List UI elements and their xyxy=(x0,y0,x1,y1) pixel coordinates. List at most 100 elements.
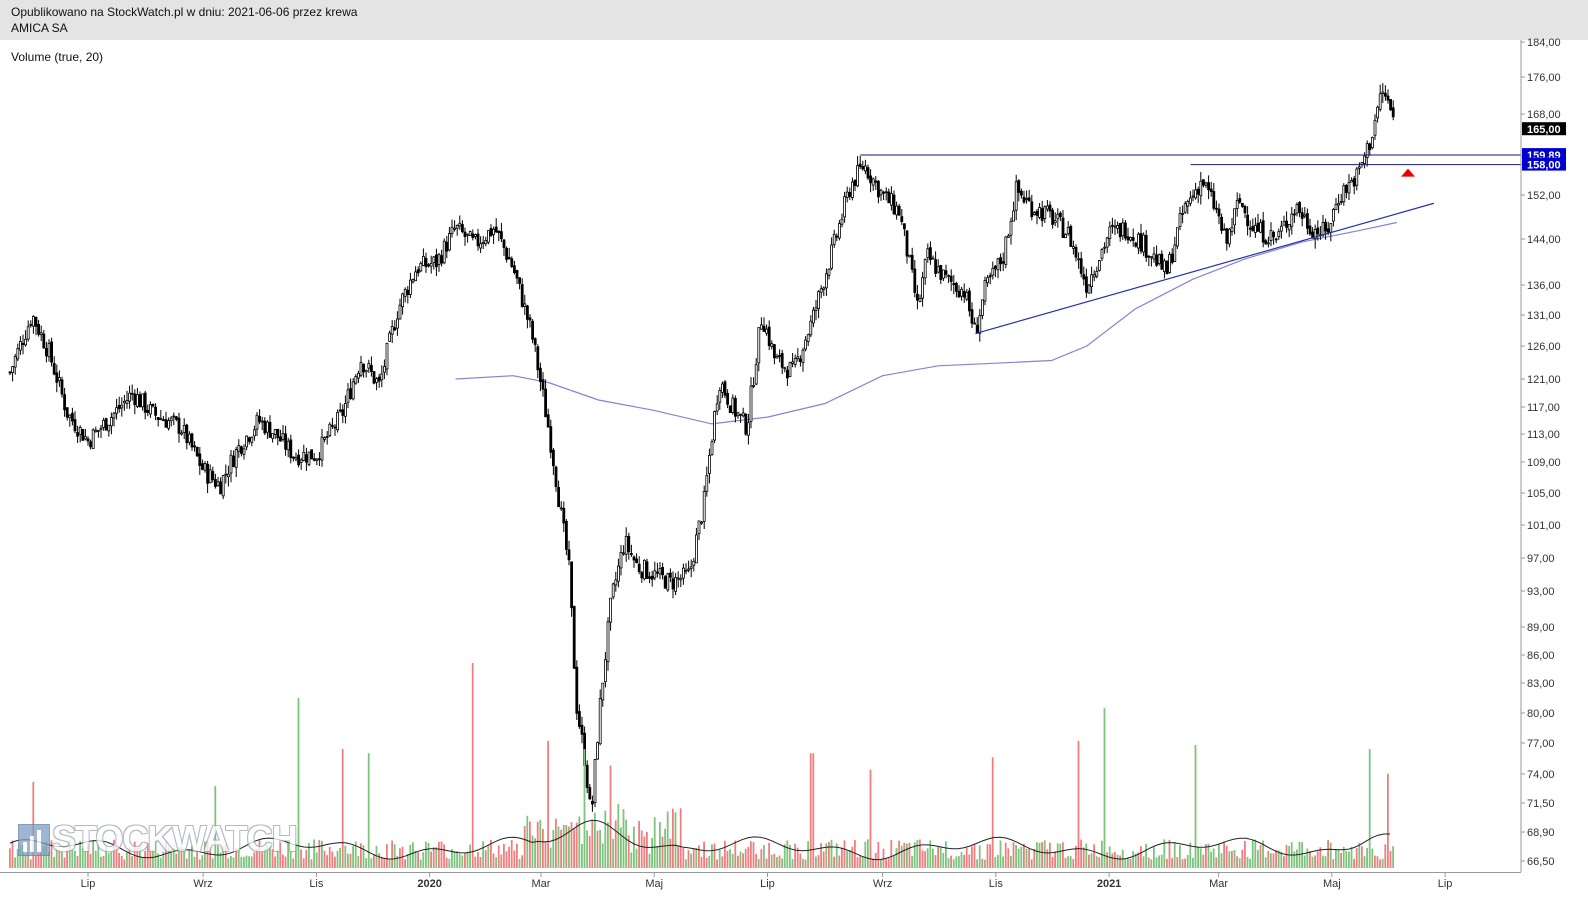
candlestick xyxy=(354,374,358,385)
volume-bar xyxy=(297,697,300,869)
candlestick xyxy=(1147,255,1151,267)
candle-body xyxy=(1064,233,1067,239)
candlestick xyxy=(822,286,826,297)
price-axis-label: 101,00 xyxy=(1527,520,1561,532)
volume-bar xyxy=(458,853,461,868)
volume-bar xyxy=(698,845,700,868)
price-axis-label: 97,00 xyxy=(1527,553,1555,565)
volume-bar xyxy=(149,849,152,868)
volume-bar xyxy=(287,843,289,868)
candlestick xyxy=(858,155,862,170)
candle-body xyxy=(1046,205,1049,210)
candlestick xyxy=(944,264,948,279)
volume-bar xyxy=(513,850,516,868)
price-tag-background xyxy=(1522,122,1566,136)
candlestick xyxy=(216,477,220,487)
candle-body xyxy=(161,419,165,422)
candlestick xyxy=(1077,252,1080,269)
candlestick xyxy=(102,417,105,431)
candlestick xyxy=(1215,200,1218,214)
candlestick xyxy=(497,230,501,242)
candlestick xyxy=(429,255,433,274)
volume-bar xyxy=(874,853,877,868)
candlestick xyxy=(1090,266,1093,294)
volume-bar xyxy=(1199,848,1202,868)
volume-bar xyxy=(609,765,612,868)
candle-body xyxy=(609,597,612,623)
candle-body xyxy=(554,466,558,488)
candle-body xyxy=(455,224,459,229)
volume-bar xyxy=(393,844,396,868)
volume-bar xyxy=(516,843,518,868)
candle-body xyxy=(148,404,152,415)
volume-bar xyxy=(903,842,906,868)
candlestick xyxy=(744,413,748,436)
candlestick xyxy=(468,230,472,237)
candlestick xyxy=(819,285,823,299)
candlestick xyxy=(1334,197,1338,211)
candlestick xyxy=(1134,241,1138,248)
volume-bar xyxy=(11,840,14,868)
candle-body xyxy=(224,473,228,476)
volume-bar xyxy=(440,841,443,868)
candlestick xyxy=(328,422,332,438)
candle-body xyxy=(1035,210,1039,216)
volume-bar xyxy=(664,828,666,868)
candle-body xyxy=(1350,180,1353,183)
price-axis-label: 121,00 xyxy=(1527,374,1561,386)
candlestick xyxy=(778,349,781,363)
candlestick xyxy=(892,190,896,216)
candle-body xyxy=(489,227,493,236)
candle-body xyxy=(975,324,979,334)
candle-body xyxy=(110,417,113,427)
candle-body xyxy=(830,244,833,269)
candle-body xyxy=(120,404,124,409)
candle-body xyxy=(1254,224,1257,233)
candlestick xyxy=(731,394,735,415)
candle-body xyxy=(50,341,53,363)
candlestick xyxy=(861,160,865,171)
volume-bar xyxy=(219,852,222,868)
candlestick xyxy=(1017,179,1021,202)
candlestick xyxy=(1204,181,1208,188)
volume-bar xyxy=(1194,745,1197,868)
volume-bar xyxy=(419,859,422,868)
candle-body xyxy=(302,451,306,461)
candlestick xyxy=(364,369,368,378)
volume-bar xyxy=(643,836,646,868)
volume-bar xyxy=(898,840,900,868)
volume-bar xyxy=(963,854,965,868)
candle-body xyxy=(1386,95,1390,101)
candlestick xyxy=(442,238,446,265)
candle-body xyxy=(411,279,415,283)
candlestick xyxy=(700,521,703,525)
volume-bar xyxy=(1363,856,1366,868)
volume-bar xyxy=(724,840,726,868)
candlestick xyxy=(1280,220,1283,239)
candle-body xyxy=(369,364,373,372)
volume-bar xyxy=(271,849,274,868)
candle-body xyxy=(505,247,509,260)
candlestick xyxy=(890,186,893,211)
volume-bar xyxy=(453,850,456,868)
candlestick xyxy=(882,190,885,200)
candlestick xyxy=(255,412,259,436)
volume-bar xyxy=(989,844,991,868)
volume-bar xyxy=(908,842,911,868)
volume-bar xyxy=(653,817,656,868)
volume-bar xyxy=(313,839,315,868)
candlestick xyxy=(1243,204,1247,218)
candlestick xyxy=(546,408,550,428)
volume-bar xyxy=(373,854,375,868)
volume-bar xyxy=(570,822,573,868)
candle-body xyxy=(1308,225,1312,235)
candle-body xyxy=(591,801,594,805)
candlestick xyxy=(645,558,649,579)
candlestick xyxy=(489,224,493,238)
candle-body xyxy=(1009,220,1013,236)
candlestick xyxy=(47,339,51,362)
candlestick xyxy=(99,425,103,438)
candle-body xyxy=(739,413,742,416)
volume-bar xyxy=(1023,844,1025,868)
